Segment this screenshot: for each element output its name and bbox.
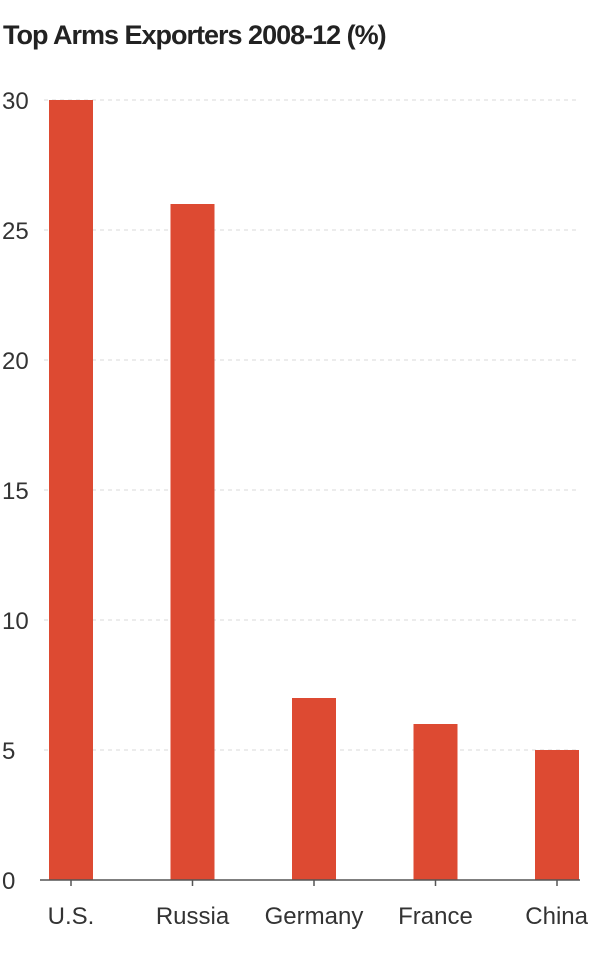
y-tick-label: 5 <box>2 738 15 765</box>
x-tick-label: France <box>398 903 473 930</box>
y-tick-label: 25 <box>2 218 29 245</box>
bar <box>535 750 579 880</box>
x-tick-label: Germany <box>265 903 364 930</box>
y-tick-label: 0 <box>2 868 15 895</box>
x-tick-label: Russia <box>156 903 230 930</box>
chart-title: Top Arms Exporters 2008-12 (%) <box>3 20 387 50</box>
x-tick-label: U.S. <box>48 903 95 930</box>
x-axis-ticks: U.S. Russia Germany France China <box>48 880 589 930</box>
y-axis-tick-labels: 0 5 10 15 20 25 30 <box>2 88 29 895</box>
y-tick-label: 10 <box>2 608 29 635</box>
bar <box>170 204 215 880</box>
y-tick-label: 30 <box>2 88 29 115</box>
x-tick-label: China <box>525 903 588 930</box>
y-tick-label: 20 <box>2 348 29 375</box>
y-tick-label: 15 <box>2 478 29 505</box>
bars <box>49 100 579 880</box>
bar <box>413 724 458 880</box>
grid-lines <box>44 99 580 751</box>
bar <box>49 100 93 880</box>
bar <box>292 698 336 880</box>
